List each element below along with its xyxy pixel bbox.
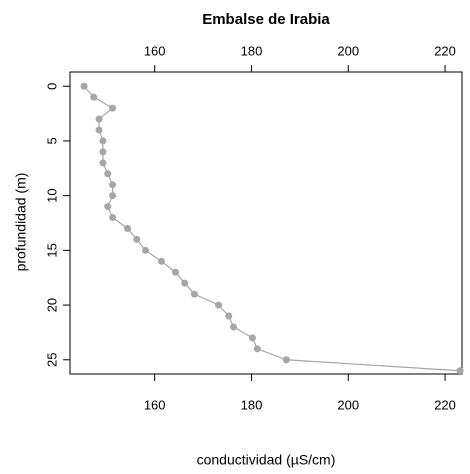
y-tick-label: 25 <box>44 353 59 367</box>
point <box>109 181 117 189</box>
x-tick-label: 180 <box>241 397 263 412</box>
x-axis-label: conductividad (µS/cm) <box>197 452 336 468</box>
point <box>95 115 103 123</box>
point <box>230 323 238 331</box>
point <box>225 312 233 320</box>
point <box>80 82 88 90</box>
point <box>109 192 117 200</box>
point <box>133 235 141 243</box>
x-tick-label: 200 <box>337 397 359 412</box>
point <box>99 137 107 145</box>
point <box>109 104 117 112</box>
x-top-tick-label: 200 <box>337 43 359 58</box>
point <box>104 203 112 211</box>
point <box>99 148 107 156</box>
point <box>282 356 290 364</box>
point <box>181 279 189 287</box>
y-tick-label: 15 <box>44 243 59 257</box>
point <box>456 367 464 375</box>
x-tick-label: 160 <box>144 397 166 412</box>
y-tick-label: 5 <box>44 137 59 144</box>
x-top-tick-label: 220 <box>434 43 456 58</box>
point <box>90 93 98 101</box>
point <box>95 126 103 134</box>
point <box>99 159 107 167</box>
line <box>83 85 461 372</box>
x-tick-label: 220 <box>434 397 456 412</box>
y-tick-label: 10 <box>44 188 59 202</box>
point <box>104 170 112 178</box>
x-top-tick-label: 160 <box>144 43 166 58</box>
chart-title: Embalse de Irabia <box>202 11 330 28</box>
point <box>109 214 117 222</box>
plot-frame <box>69 71 463 375</box>
point <box>124 224 132 232</box>
point <box>190 290 198 298</box>
point <box>253 345 261 353</box>
point <box>141 246 149 254</box>
y-axis-label: profundidad (m) <box>13 173 29 272</box>
x-top-tick-label: 180 <box>241 43 263 58</box>
point <box>215 301 223 309</box>
point <box>248 334 256 342</box>
point <box>172 268 180 276</box>
point <box>157 257 165 265</box>
y-tick-label: 20 <box>44 298 59 312</box>
y-tick-label: 0 <box>44 83 59 90</box>
